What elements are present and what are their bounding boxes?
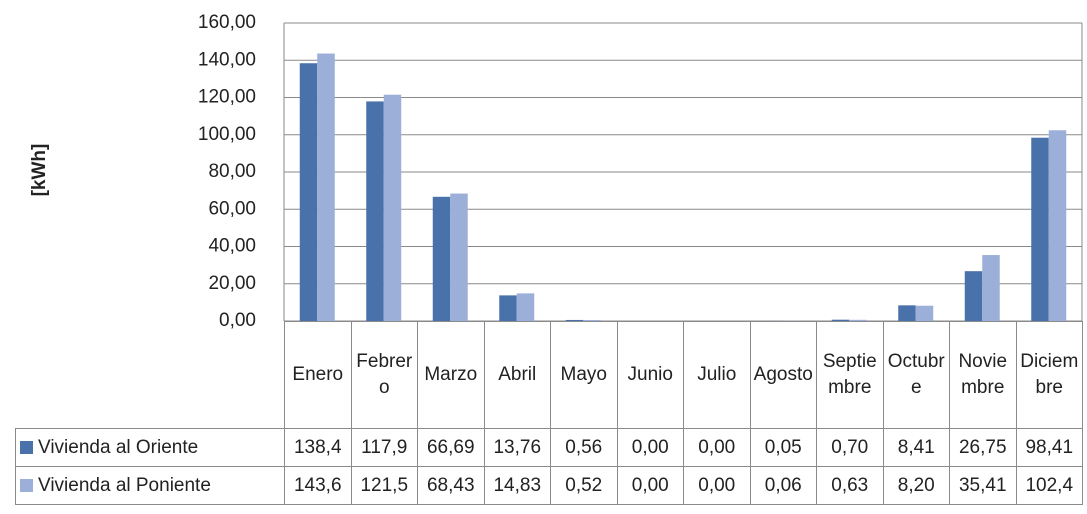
x-tick-label: Noviembre [949, 321, 1017, 429]
x-tick-label: Diciembre [1015, 321, 1083, 429]
data-label: 0,56 [550, 428, 618, 467]
data-table: Enero Febrero Marzo Abril Mayo Junio Julio Agos… [15, 321, 1083, 505]
bar [1031, 137, 1049, 321]
legend-swatch [20, 440, 33, 454]
data-label: 0,00 [683, 428, 751, 467]
bar [898, 305, 916, 321]
bar [1048, 130, 1067, 321]
data-label: 0,05 [749, 428, 817, 467]
data-label: 117,9 [350, 428, 418, 467]
bar [317, 53, 335, 322]
y-axis-label: [kWh] [29, 144, 50, 197]
data-label: 0,00 [683, 466, 751, 505]
y-tick-label: 60,00 [208, 198, 256, 219]
data-label: 13,76 [483, 428, 551, 467]
bar [432, 196, 451, 321]
x-tick-label: Abril [483, 321, 551, 429]
data-label: 66,69 [417, 428, 485, 467]
legend-swatch [20, 478, 33, 492]
bar [366, 101, 384, 321]
data-label: 26,75 [949, 428, 1017, 467]
x-tick-label: Mayo [550, 321, 618, 429]
bar [964, 271, 983, 321]
bar [383, 94, 402, 321]
series-row: Vivienda al Poniente 143,6 121,5 68,43 14,83… [15, 466, 1083, 505]
y-tick-label: 120,00 [198, 87, 256, 108]
y-tick-label: 20,00 [208, 273, 256, 294]
series-row: Vivienda al Oriente 138,4 117,9 66,69 13,76 0… [15, 428, 1083, 467]
bar [299, 63, 318, 321]
data-label: 121,5 [350, 466, 418, 505]
bar [516, 293, 535, 321]
data-label: 138,4 [284, 428, 352, 467]
x-tick-label: Septiembre [816, 321, 884, 429]
data-label: 0,63 [816, 466, 884, 505]
x-tick-label: Octubre [882, 321, 950, 429]
x-tick-label: Enero [284, 321, 352, 429]
data-label: 0,52 [550, 466, 618, 505]
data-label: 8,41 [882, 428, 950, 467]
data-label: 143,6 [284, 466, 352, 505]
legend-label: Vivienda al Oriente [38, 436, 199, 458]
x-tick-label: Febrero [350, 321, 418, 429]
legend-entry: Vivienda al Poniente [15, 466, 285, 505]
bar [831, 319, 850, 321]
data-label: 0,00 [616, 466, 684, 505]
y-tick-label: 140,00 [198, 49, 256, 70]
bar [565, 319, 584, 321]
bar [849, 319, 867, 321]
data-label: 0,70 [816, 428, 884, 467]
data-label: 35,41 [949, 466, 1017, 505]
y-tick-label: 160,00 [198, 12, 256, 33]
bar [982, 255, 1000, 321]
y-tick-label: 100,00 [198, 124, 256, 145]
y-tick-label: 80,00 [208, 161, 256, 182]
category-row: Enero Febrero Marzo Abril Mayo Junio Julio Agos… [15, 321, 1083, 429]
data-label: 68,43 [417, 466, 485, 505]
data-label: 102,4 [1015, 466, 1083, 505]
data-label: 98,41 [1015, 428, 1083, 467]
legend-label: Vivienda al Poniente [38, 474, 211, 496]
x-tick-label: Agosto [749, 321, 817, 429]
bar [583, 320, 601, 321]
legend-entry: Vivienda al Oriente [15, 428, 285, 467]
x-tick-label: Junio [616, 321, 684, 429]
data-label: 0,06 [749, 466, 817, 505]
bar [450, 193, 468, 321]
y-tick-label: 40,00 [208, 236, 256, 257]
corner [15, 321, 285, 429]
bar [499, 295, 517, 321]
data-label: 0,00 [616, 428, 684, 467]
bar [915, 305, 934, 321]
data-label: 14,83 [483, 466, 551, 505]
x-tick-label: Julio [683, 321, 751, 429]
data-label: 8,20 [882, 466, 950, 505]
x-tick-label: Marzo [417, 321, 485, 429]
